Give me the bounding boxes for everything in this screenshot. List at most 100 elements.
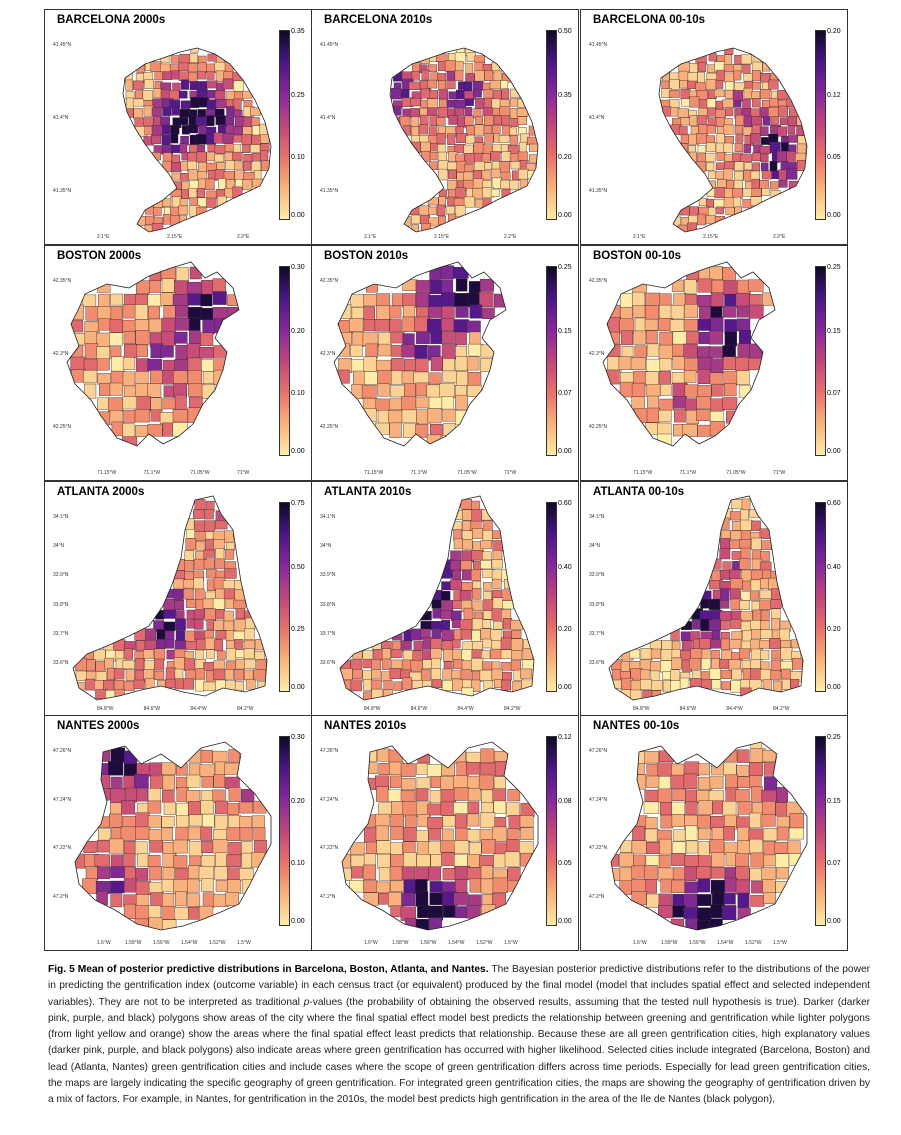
tract-polygon xyxy=(390,880,405,892)
tract-polygon xyxy=(696,866,712,880)
tract-polygon xyxy=(161,790,175,803)
latitude-label: 33.6°N xyxy=(53,660,69,666)
colorbar-tick-label: 0.10 xyxy=(291,860,305,867)
tract-polygon xyxy=(710,639,723,649)
tract-polygon xyxy=(689,63,698,74)
tract-polygon xyxy=(390,358,404,373)
tract-polygon xyxy=(227,294,239,306)
colorbar-tick-label: 0.00 xyxy=(291,684,305,691)
tract-polygon xyxy=(195,668,205,680)
tract-polygon xyxy=(470,679,481,692)
tract-polygon xyxy=(716,133,725,145)
tract-polygon xyxy=(189,330,201,345)
tract-polygon xyxy=(135,329,150,345)
map-title: BARCELONA 2010s xyxy=(324,14,433,26)
tract-polygon xyxy=(490,629,503,642)
tract-polygon xyxy=(672,905,686,918)
tract-polygon xyxy=(94,854,110,867)
tract-polygon xyxy=(179,53,191,65)
tract-polygon xyxy=(125,97,134,110)
tract-polygon xyxy=(517,116,527,126)
tract-polygon xyxy=(175,867,190,881)
tract-polygon xyxy=(376,840,392,854)
tract-polygon xyxy=(96,332,111,347)
tract-polygon xyxy=(471,550,484,561)
tract-polygon xyxy=(226,90,236,100)
tract-polygon xyxy=(428,206,437,215)
map-title: NANTES 2010s xyxy=(324,720,407,732)
tract-polygon xyxy=(161,198,172,207)
tract-polygon xyxy=(709,372,723,385)
tract-polygon xyxy=(672,356,685,370)
tract-polygon xyxy=(401,778,416,790)
tract-polygon xyxy=(763,841,777,857)
colorbar-tick-label: 0.00 xyxy=(291,918,305,925)
tract-polygon xyxy=(633,330,646,345)
tract-polygon xyxy=(749,838,763,854)
longitude-label: 84.4°W xyxy=(726,706,743,712)
tract-polygon xyxy=(751,178,760,190)
tract-polygon xyxy=(510,619,523,630)
tract-polygon xyxy=(769,181,779,190)
tract-polygon xyxy=(735,125,744,135)
tract-polygon xyxy=(437,80,446,90)
tract-polygon xyxy=(709,265,723,281)
tract-polygon xyxy=(492,124,501,134)
tract-polygon xyxy=(779,117,788,126)
tract-polygon xyxy=(85,306,98,321)
tract-polygon xyxy=(734,789,750,803)
tract-polygon xyxy=(109,382,123,396)
tract-polygon xyxy=(711,852,725,868)
tract-polygon xyxy=(738,539,751,549)
tract-polygon xyxy=(695,82,707,91)
tract-polygon xyxy=(390,854,405,868)
tract-polygon xyxy=(377,383,390,397)
colorbar-tick-label: 0.15 xyxy=(827,328,841,335)
tract-polygon xyxy=(735,134,744,143)
tract-polygon xyxy=(123,410,136,423)
latitude-label: 33.8°N xyxy=(320,601,336,608)
tract-polygon xyxy=(430,356,443,371)
choropleth-map xyxy=(658,47,808,233)
tract-polygon xyxy=(749,343,763,360)
tract-polygon xyxy=(730,578,743,591)
tract-polygon xyxy=(737,907,751,920)
tract-polygon xyxy=(365,762,378,775)
latitude-label: 47.22°N xyxy=(589,845,608,852)
tract-polygon xyxy=(789,812,804,829)
tract-polygon xyxy=(678,126,688,136)
tract-polygon xyxy=(749,812,763,829)
tract-polygon xyxy=(174,359,188,373)
tract-polygon xyxy=(171,144,181,153)
latitude-label: 47.24°N xyxy=(53,796,72,803)
longitude-label: 71°W xyxy=(237,470,250,476)
tract-polygon xyxy=(466,52,476,62)
map-title: BOSTON 2010s xyxy=(324,250,409,262)
tract-polygon xyxy=(173,370,188,385)
tract-polygon xyxy=(723,892,736,905)
tract-polygon xyxy=(671,279,684,292)
tract-polygon xyxy=(403,879,417,895)
tract-polygon xyxy=(478,774,494,790)
tract-polygon xyxy=(175,630,185,642)
tract-polygon xyxy=(730,588,741,600)
tract-polygon xyxy=(697,919,710,930)
tract-polygon xyxy=(404,358,417,371)
colorbar xyxy=(546,30,557,220)
tract-polygon xyxy=(427,318,443,334)
tract-polygon xyxy=(720,538,731,551)
tract-polygon xyxy=(752,609,762,621)
tract-polygon xyxy=(110,880,125,894)
tract-polygon xyxy=(363,864,376,880)
tract-polygon xyxy=(150,892,164,907)
tract-polygon xyxy=(453,787,470,801)
tract-polygon xyxy=(735,356,750,373)
tract-polygon xyxy=(493,853,507,868)
tract-polygon xyxy=(147,855,161,868)
tract-polygon xyxy=(214,318,226,334)
tract-polygon xyxy=(135,880,152,896)
tract-polygon xyxy=(504,851,520,867)
tract-polygon xyxy=(709,411,724,423)
tract-polygon xyxy=(122,423,135,438)
tract-polygon xyxy=(680,134,690,144)
